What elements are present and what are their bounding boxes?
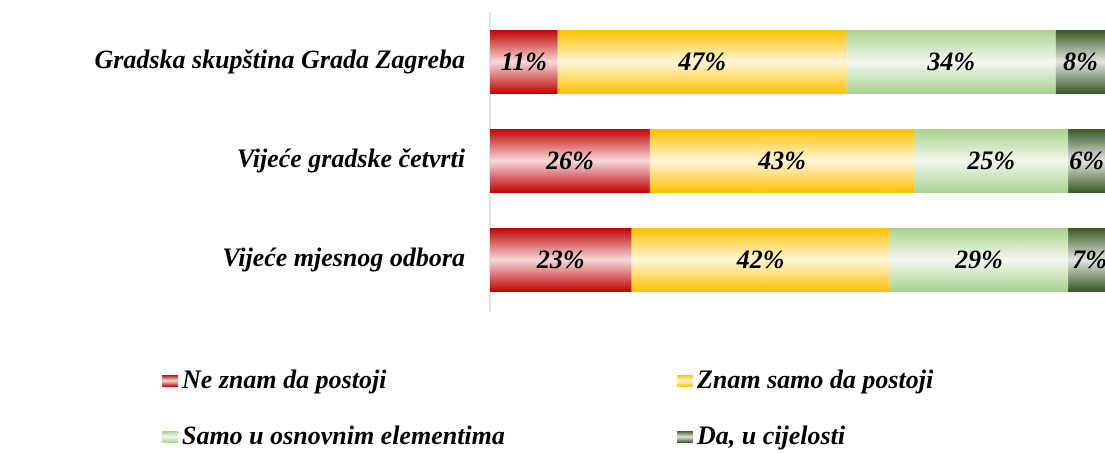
bar-segment xyxy=(490,129,650,193)
data-label: 26% xyxy=(545,146,594,175)
data-label: 43% xyxy=(757,146,806,175)
bar-segment xyxy=(1068,228,1105,292)
legend-label: Znam samo da postoji xyxy=(696,365,934,394)
bar-segment xyxy=(1055,30,1105,94)
legend-swatch xyxy=(677,375,693,387)
data-label: 8% xyxy=(1063,47,1098,76)
category-label: Gradska skupština Grada Zagreba xyxy=(94,45,465,74)
data-label: 34% xyxy=(926,47,975,76)
bar-segment xyxy=(490,228,632,292)
bar-segment xyxy=(1068,129,1105,193)
legend-label: Da, u cijelosti xyxy=(696,421,846,450)
bar-segment xyxy=(914,129,1069,193)
data-label: 7% xyxy=(1072,245,1105,274)
legend-swatch xyxy=(162,375,178,387)
legend-swatch xyxy=(162,431,178,443)
data-label: 23% xyxy=(536,245,585,274)
bar-segment xyxy=(889,228,1069,292)
bar-segment xyxy=(846,30,1056,94)
data-label: 25% xyxy=(966,146,1015,175)
bar-segment xyxy=(631,228,890,292)
data-label: 29% xyxy=(954,245,1003,274)
data-label: 6% xyxy=(1069,146,1104,175)
bar-segment xyxy=(490,30,558,94)
legend-label: Ne znam da postoji xyxy=(181,365,387,394)
legend-label: Samo u osnovnim elementima xyxy=(182,421,505,450)
category-label: Vijeće mjesnog odbora xyxy=(222,243,465,272)
data-label: 11% xyxy=(501,47,547,76)
data-label: 42% xyxy=(736,245,785,274)
bar-segment xyxy=(557,30,847,94)
category-label: Vijeće gradske četvrti xyxy=(237,144,466,173)
data-label: 47% xyxy=(677,47,726,76)
legend-swatch xyxy=(677,431,693,443)
bar-segment xyxy=(649,129,915,193)
